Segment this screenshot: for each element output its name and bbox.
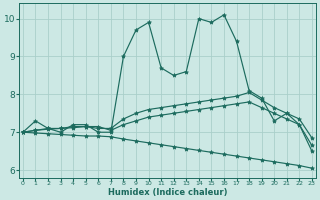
X-axis label: Humidex (Indice chaleur): Humidex (Indice chaleur) [108, 188, 227, 197]
